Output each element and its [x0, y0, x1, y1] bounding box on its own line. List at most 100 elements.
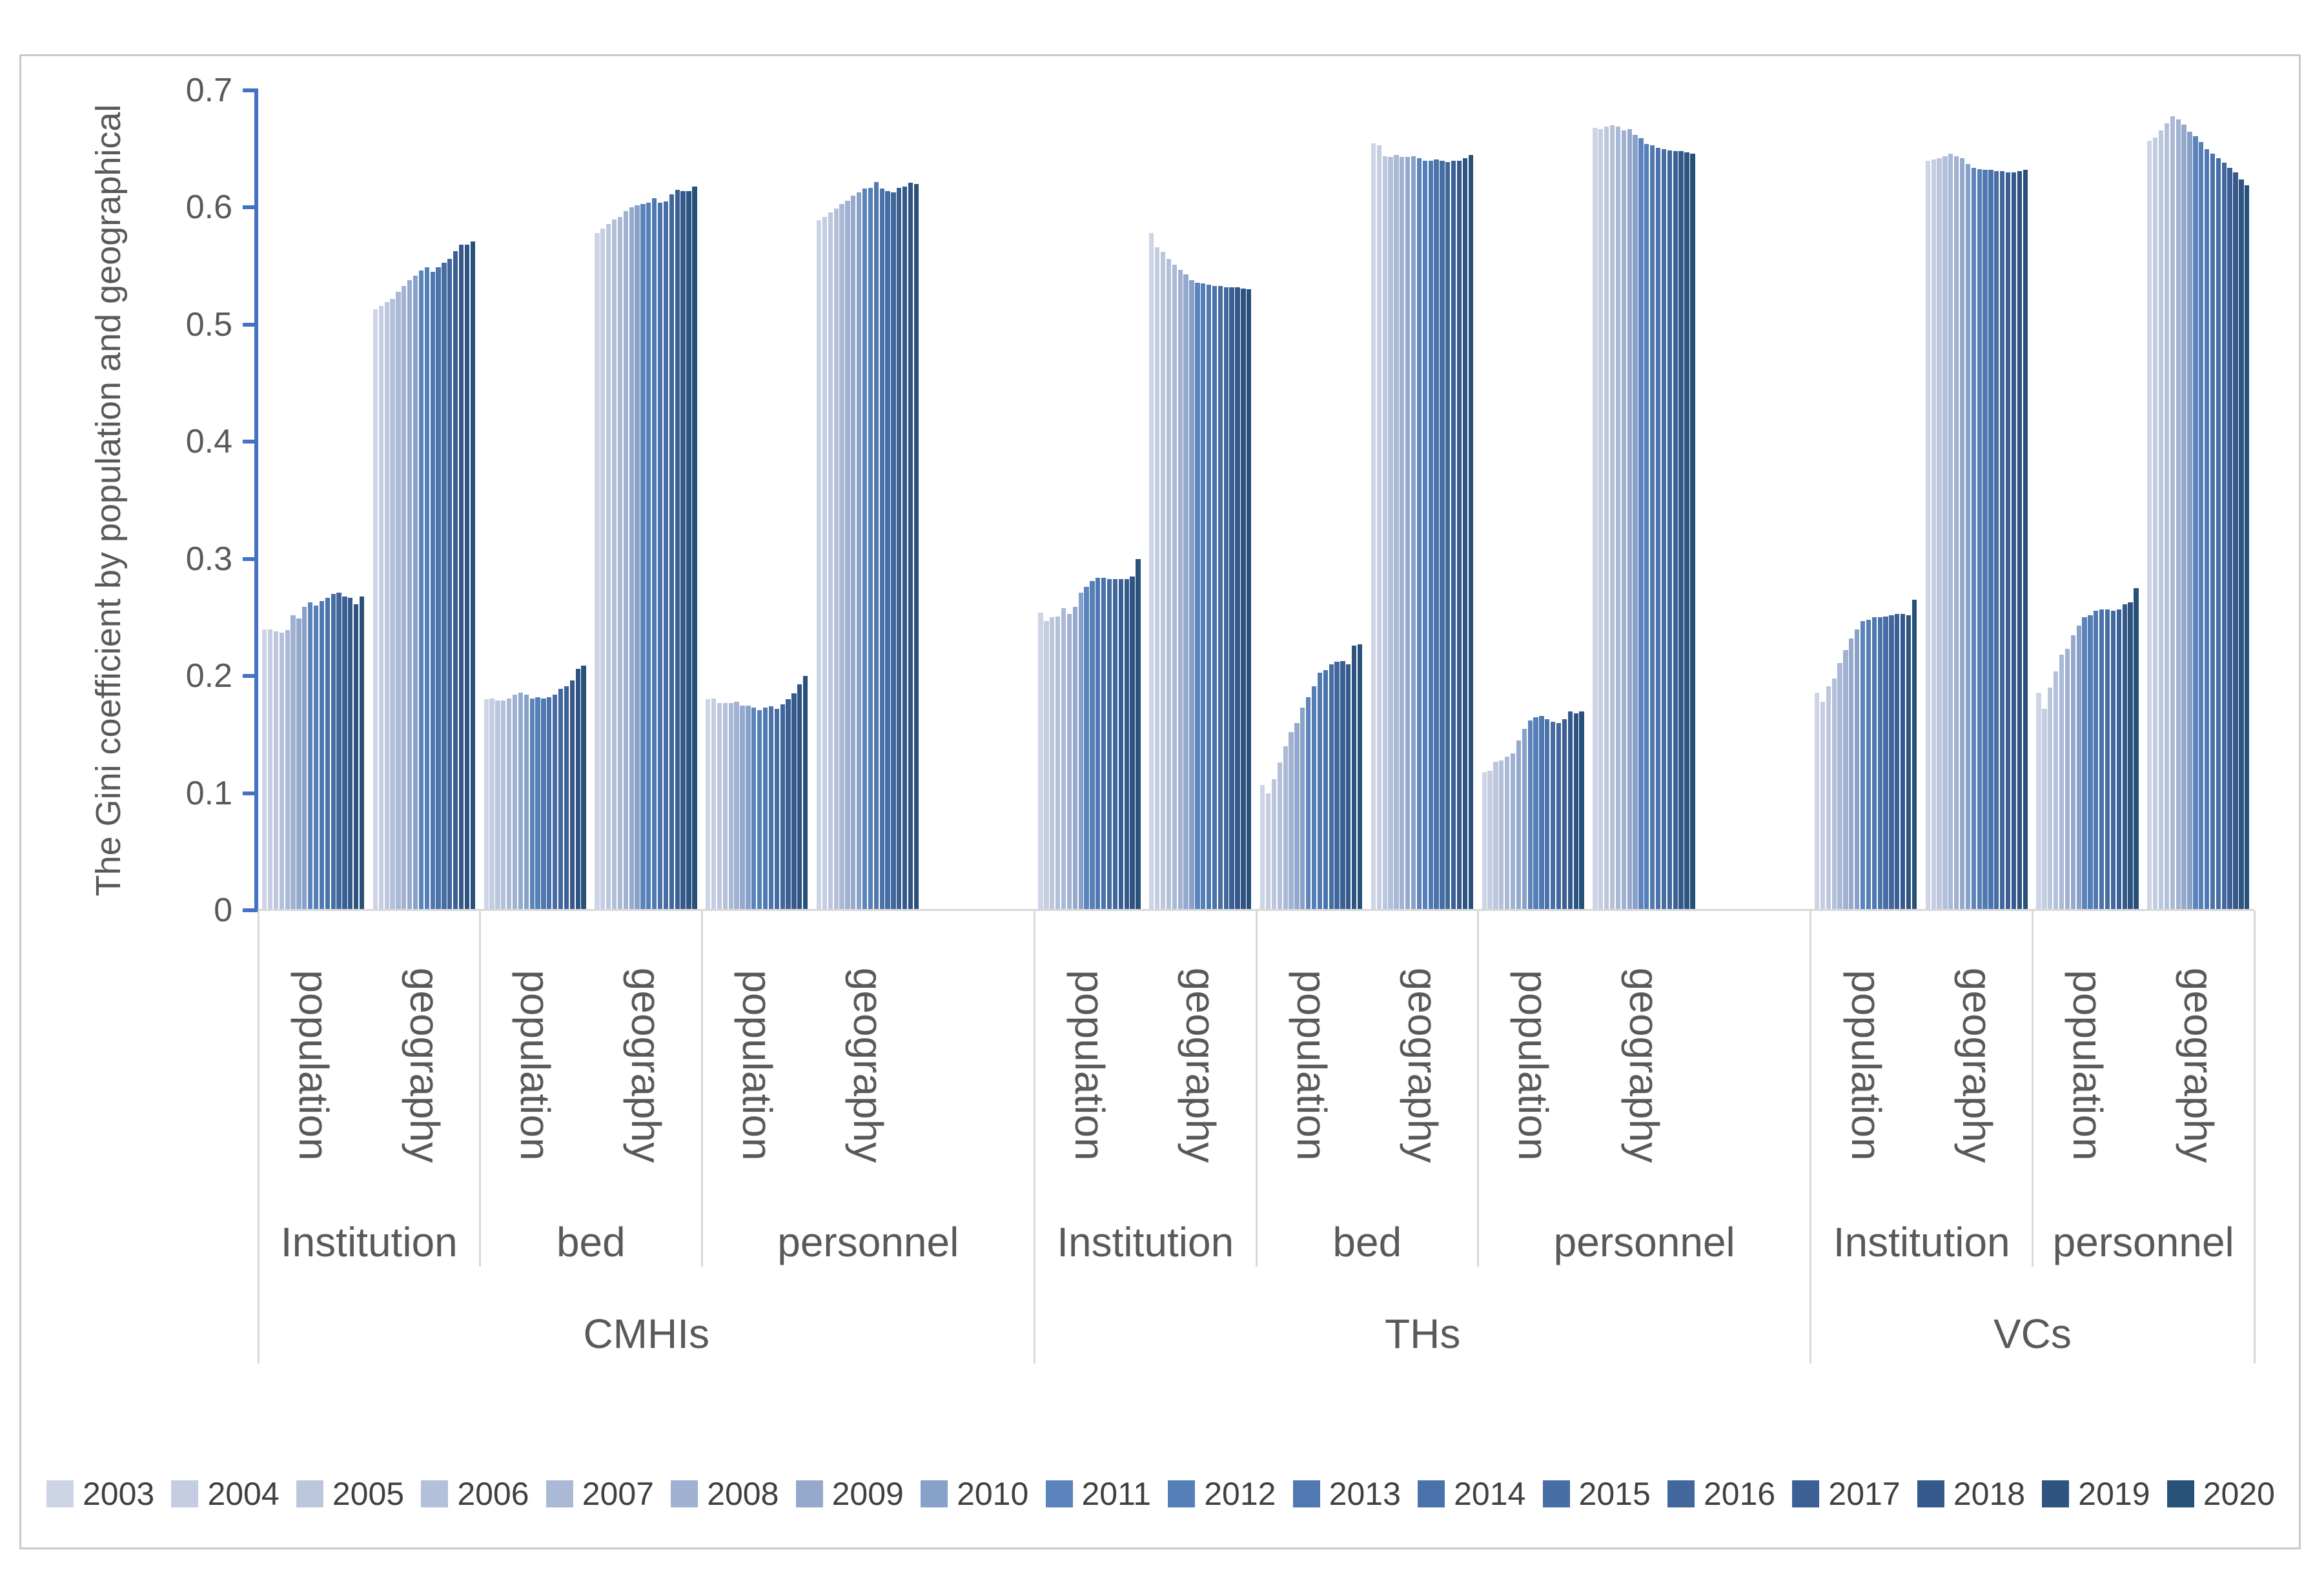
- bar: [495, 700, 500, 910]
- bar: [1166, 259, 1172, 910]
- bar: [1038, 613, 1043, 910]
- legend-item: 2013: [1292, 1475, 1401, 1513]
- bar: [908, 183, 913, 910]
- bar: [2210, 153, 2216, 910]
- y-tick-label: 0.5: [185, 305, 232, 343]
- bar: [348, 597, 353, 910]
- legend-swatch: [671, 1480, 698, 1507]
- legend-year-label: 2019: [2078, 1476, 2150, 1512]
- bar: [686, 191, 691, 910]
- org-label: CMHIs: [583, 1311, 709, 1357]
- bar: [1866, 620, 1871, 910]
- bar: [2099, 609, 2105, 910]
- bar: [464, 245, 470, 910]
- y-tick-label: 0.6: [185, 189, 232, 227]
- group-divider: [2253, 1267, 2256, 1363]
- bar: [1096, 577, 1101, 910]
- legend: 2003 2004 2005 2006 2007 2008 2009 2010 2011 2012…: [46, 1473, 2275, 1515]
- bar: [1539, 715, 1544, 910]
- bar: [1329, 664, 1334, 910]
- bar: [1189, 280, 1194, 910]
- bar: [1650, 145, 1655, 910]
- legend-swatch: [1542, 1480, 1570, 1507]
- bar: [722, 702, 728, 910]
- basis-label: population: [734, 970, 780, 1161]
- bar: [1871, 617, 1877, 910]
- bar: [2082, 617, 2087, 910]
- legend-item: 2015: [1542, 1475, 1651, 1513]
- legend-item: 2011: [1045, 1475, 1151, 1513]
- bar: [780, 704, 785, 910]
- bar: [1468, 154, 1473, 910]
- legend-swatch: [2166, 1480, 2194, 1507]
- bar: [2064, 649, 2070, 910]
- bar: [1294, 722, 1300, 910]
- legend-year-label: 2009: [831, 1476, 904, 1512]
- bar: [1283, 746, 1288, 910]
- bar: [2000, 171, 2005, 910]
- bar: [2105, 609, 2110, 910]
- legend-item: 2020: [2166, 1475, 2275, 1513]
- y-tick-label: 0.4: [185, 423, 232, 461]
- bar: [1306, 697, 1311, 910]
- bar: [797, 684, 802, 910]
- bar: [541, 698, 546, 910]
- bar: [1352, 645, 1357, 910]
- bar: [1055, 616, 1061, 910]
- bar: [1883, 616, 1888, 910]
- category-divider: [700, 910, 703, 1267]
- legend-item: 2005: [296, 1475, 404, 1513]
- legend-swatch: [296, 1480, 323, 1507]
- y-axis-tick: [243, 674, 254, 679]
- bar: [2147, 141, 2152, 910]
- bar: [652, 198, 657, 910]
- basis-label: geography: [1399, 967, 1446, 1163]
- bar: [2164, 123, 2170, 910]
- bar: [2187, 131, 2192, 910]
- bar: [692, 186, 697, 910]
- bar: [447, 259, 453, 910]
- bar: [1814, 692, 1820, 910]
- bar: [774, 708, 779, 910]
- bar: [2042, 708, 2047, 910]
- bar: [313, 606, 319, 910]
- bar: [1820, 702, 1826, 910]
- basis-label: population: [1510, 970, 1557, 1161]
- org-label: VCs: [1993, 1311, 2072, 1357]
- bar: [1655, 147, 1661, 910]
- org-label: THs: [1385, 1311, 1461, 1357]
- bar: [640, 203, 646, 910]
- bar: [2245, 185, 2250, 910]
- bar: [507, 698, 512, 910]
- category-label: personnel: [2052, 1219, 2234, 1265]
- bar: [1044, 620, 1049, 910]
- bar: [2170, 116, 2175, 910]
- bar: [617, 216, 623, 910]
- bar: [319, 601, 325, 910]
- category-divider: [2031, 910, 2034, 1267]
- bar: [1487, 771, 1493, 910]
- bar: [2088, 615, 2093, 910]
- bar: [2181, 124, 2186, 910]
- legend-year-label: 2012: [1204, 1476, 1276, 1512]
- bar: [2116, 609, 2121, 910]
- bar: [706, 699, 711, 910]
- category-label: bed: [1332, 1219, 1402, 1265]
- legend-item: 2019: [2042, 1475, 2150, 1513]
- bar: [1971, 167, 1976, 910]
- bar: [2221, 163, 2227, 910]
- bar: [372, 309, 378, 910]
- bar: [564, 686, 569, 910]
- bar: [1451, 160, 1456, 910]
- y-tick-label: 0.7: [185, 72, 232, 109]
- legend-item: 2004: [171, 1475, 280, 1513]
- bar: [1627, 128, 1632, 910]
- basis-label: population: [1288, 970, 1335, 1161]
- basis-label: population: [1066, 970, 1114, 1161]
- bar: [1434, 159, 1439, 910]
- bar: [489, 698, 494, 910]
- legend-item: 2007: [545, 1475, 654, 1513]
- basis-label: geography: [1953, 967, 2001, 1163]
- bar: [558, 689, 564, 910]
- bar: [822, 216, 828, 910]
